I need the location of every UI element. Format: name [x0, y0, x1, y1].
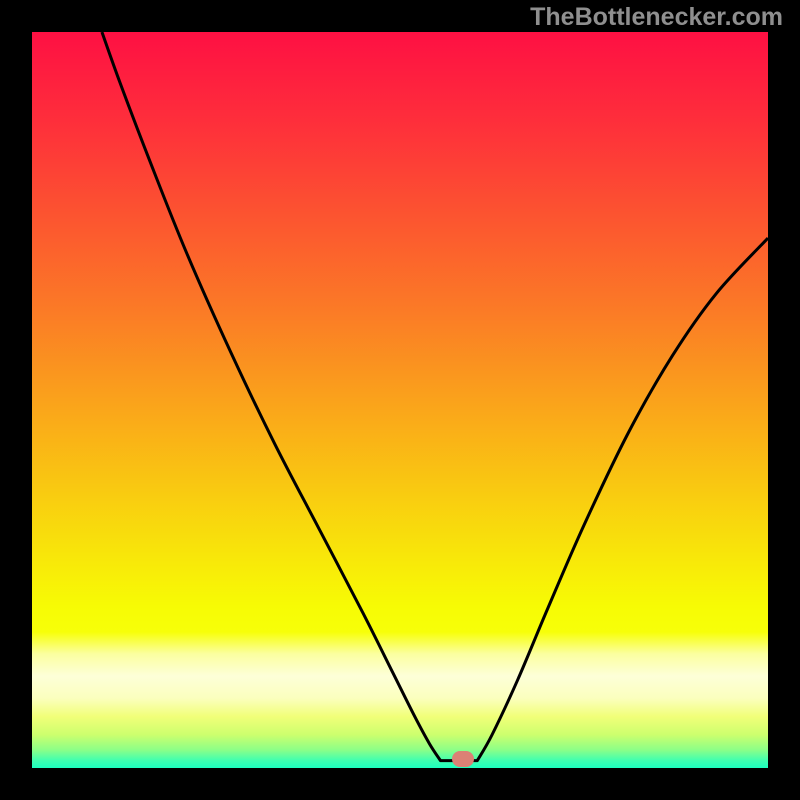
bottleneck-marker	[452, 751, 474, 767]
watermark-text: TheBottlenecker.com	[530, 3, 783, 32]
bottleneck-curve	[102, 32, 768, 761]
